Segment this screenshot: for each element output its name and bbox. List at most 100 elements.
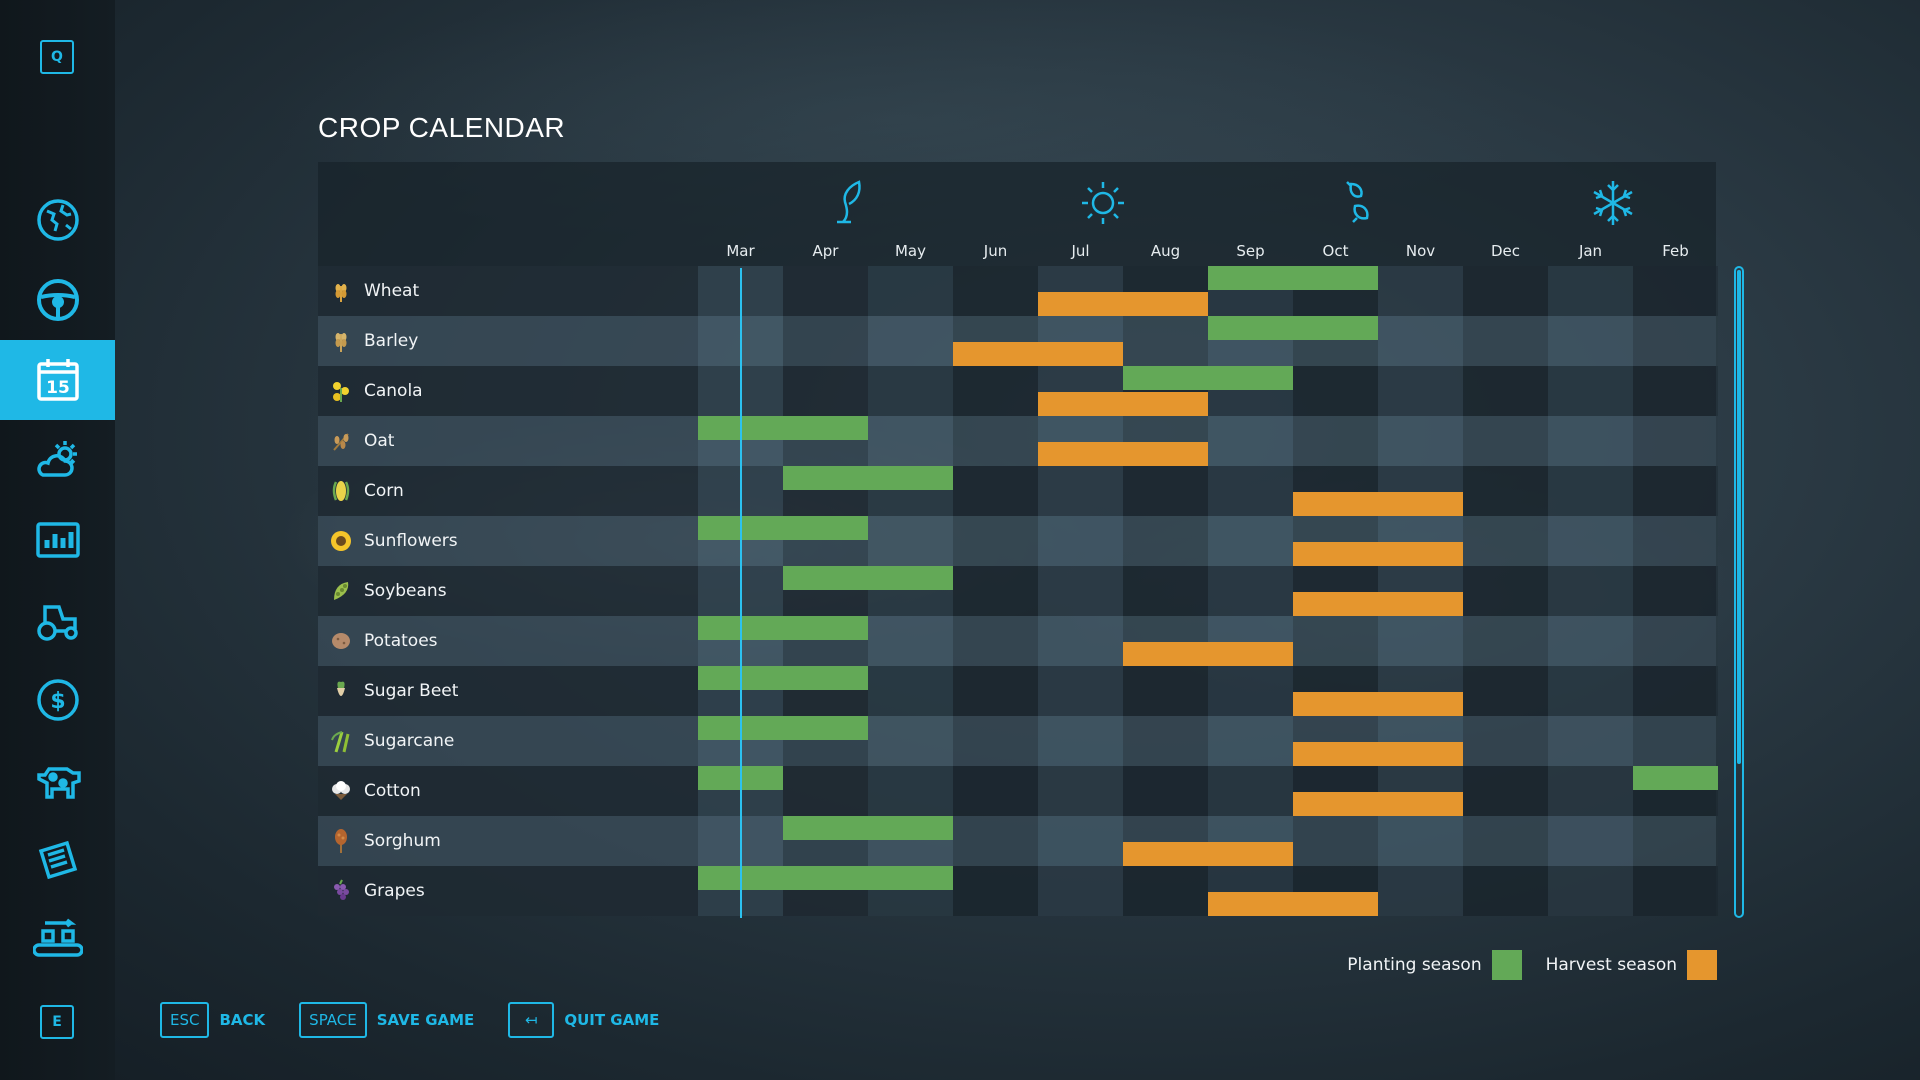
wheat-icon	[328, 278, 354, 304]
month-cell	[1038, 816, 1123, 866]
sun-icon	[1082, 182, 1124, 224]
sidebar-item-animals[interactable]	[0, 740, 115, 820]
month-cell	[953, 416, 1038, 466]
month-cell	[868, 416, 953, 466]
planting-season-bar	[783, 466, 953, 490]
month-cell	[783, 366, 868, 416]
month-cell	[953, 516, 1038, 566]
harvest-season-bar	[1038, 442, 1208, 466]
month-cell	[868, 366, 953, 416]
month-cell	[1463, 366, 1548, 416]
grapes-icon	[328, 878, 354, 904]
crop-name-cell: Sorghum	[318, 816, 698, 866]
crop-row-barley[interactable]: Barley	[318, 316, 1718, 366]
back-button[interactable]: ESC BACK	[160, 1002, 265, 1038]
sugarcane-icon	[328, 728, 354, 754]
month-cell	[1633, 466, 1718, 516]
crop-row-sunflowers[interactable]: Sunflowers	[318, 516, 1718, 566]
crop-row-corn[interactable]: Corn	[318, 466, 1718, 516]
month-cell	[868, 666, 953, 716]
crop-row-oat[interactable]: Oat	[318, 416, 1718, 466]
spring-season	[823, 178, 873, 228]
barley-icon	[328, 328, 354, 354]
sidebar-item-contracts[interactable]	[0, 820, 115, 900]
sidebar-item-finances[interactable]: $	[0, 660, 115, 740]
harvest-season-bar	[1123, 842, 1293, 866]
month-cell	[1038, 566, 1123, 616]
potato-icon	[328, 628, 354, 654]
month-cell	[1378, 616, 1463, 666]
month-cell	[1548, 616, 1633, 666]
month-cell	[1038, 466, 1123, 516]
crop-row-potatoes[interactable]: Potatoes	[318, 616, 1718, 666]
month-cell	[1038, 866, 1123, 916]
crop-row-sugarcane[interactable]: Sugarcane	[318, 716, 1718, 766]
autumn-season	[1333, 178, 1383, 228]
planting-season-bar	[783, 816, 953, 840]
month-cell	[1548, 416, 1633, 466]
month-cell	[953, 766, 1038, 816]
harvest-season-bar	[953, 342, 1123, 366]
month-cell	[1463, 316, 1548, 366]
sidebar-item-vehicles[interactable]	[0, 260, 115, 340]
crop-row-cotton[interactable]: Cotton	[318, 766, 1718, 816]
crop-row-sorghum[interactable]: Sorghum	[318, 816, 1718, 866]
harvest-season-bar	[1293, 492, 1463, 516]
month-cell	[1378, 266, 1463, 316]
month-label-sep: Sep	[1236, 242, 1265, 260]
crop-row-wheat[interactable]: Wheat	[318, 266, 1718, 316]
month-label-may: May	[894, 242, 926, 260]
sidebar-item-calendar[interactable]: 15	[0, 340, 115, 420]
month-cell	[1038, 516, 1123, 566]
month-cell	[1463, 266, 1548, 316]
crop-row-grapes[interactable]: Grapes	[318, 866, 1718, 916]
scrollbar[interactable]	[1734, 266, 1744, 918]
month-cell	[1208, 516, 1293, 566]
prev-page-key-hint[interactable]: Q	[40, 40, 74, 74]
scrollbar-thumb[interactable]	[1737, 270, 1741, 764]
sidebar-item-garage[interactable]	[0, 580, 115, 660]
sidebar: Q 15	[0, 0, 115, 1080]
month-cell	[1548, 366, 1633, 416]
sidebar-item-map[interactable]	[0, 180, 115, 260]
month-cell	[1463, 416, 1548, 466]
month-cell	[953, 266, 1038, 316]
sidebar-item-production[interactable]	[0, 900, 115, 980]
month-cell	[1123, 566, 1208, 616]
quit-game-button[interactable]: ↤ QUIT GAME	[508, 1002, 659, 1038]
sidebar-item-weather[interactable]	[0, 420, 115, 500]
harvest-season-bar	[1123, 642, 1293, 666]
oat-icon	[328, 428, 354, 454]
legend-planting-label: Planting season	[1347, 955, 1482, 975]
month-cell	[1548, 666, 1633, 716]
crop-name: Cotton	[364, 781, 421, 801]
harvest-season-bar	[1038, 292, 1208, 316]
sidebar-item-statistics[interactable]	[0, 500, 115, 580]
crop-row-sugar-beet[interactable]: Sugar Beet	[318, 666, 1718, 716]
month-cell	[868, 316, 953, 366]
month-label-apr: Apr	[812, 242, 839, 260]
legend-harvest-label: Harvest season	[1545, 955, 1677, 975]
crop-name-cell: Sugar Beet	[318, 666, 698, 716]
sorghum-icon	[328, 828, 354, 854]
next-page-key-hint[interactable]: E	[40, 1005, 74, 1039]
weather-cloud-sun-icon	[36, 441, 77, 477]
month-cell	[1378, 316, 1463, 366]
crop-name: Sorghum	[364, 831, 441, 851]
month-label-jul: Jul	[1071, 242, 1090, 260]
month-cell	[1208, 466, 1293, 516]
crop-name: Soybeans	[364, 581, 447, 601]
save-game-button[interactable]: SPACE SAVE GAME	[299, 1002, 474, 1038]
calendar-header: Mar Apr May Jun Jul Aug Sep Oct Nov Dec Jan Feb	[318, 162, 1716, 266]
month-cell	[783, 266, 868, 316]
crop-row-soybeans[interactable]: Soybeans	[318, 566, 1718, 616]
month-cell	[1463, 666, 1548, 716]
winter-season	[1588, 178, 1638, 228]
month-cell	[1633, 616, 1718, 666]
month-cell	[1633, 366, 1718, 416]
month-cell	[1463, 766, 1548, 816]
crop-row-canola[interactable]: Canola	[318, 366, 1718, 416]
summer-season	[1078, 178, 1128, 228]
month-cell	[1463, 716, 1548, 766]
month-cell	[868, 516, 953, 566]
